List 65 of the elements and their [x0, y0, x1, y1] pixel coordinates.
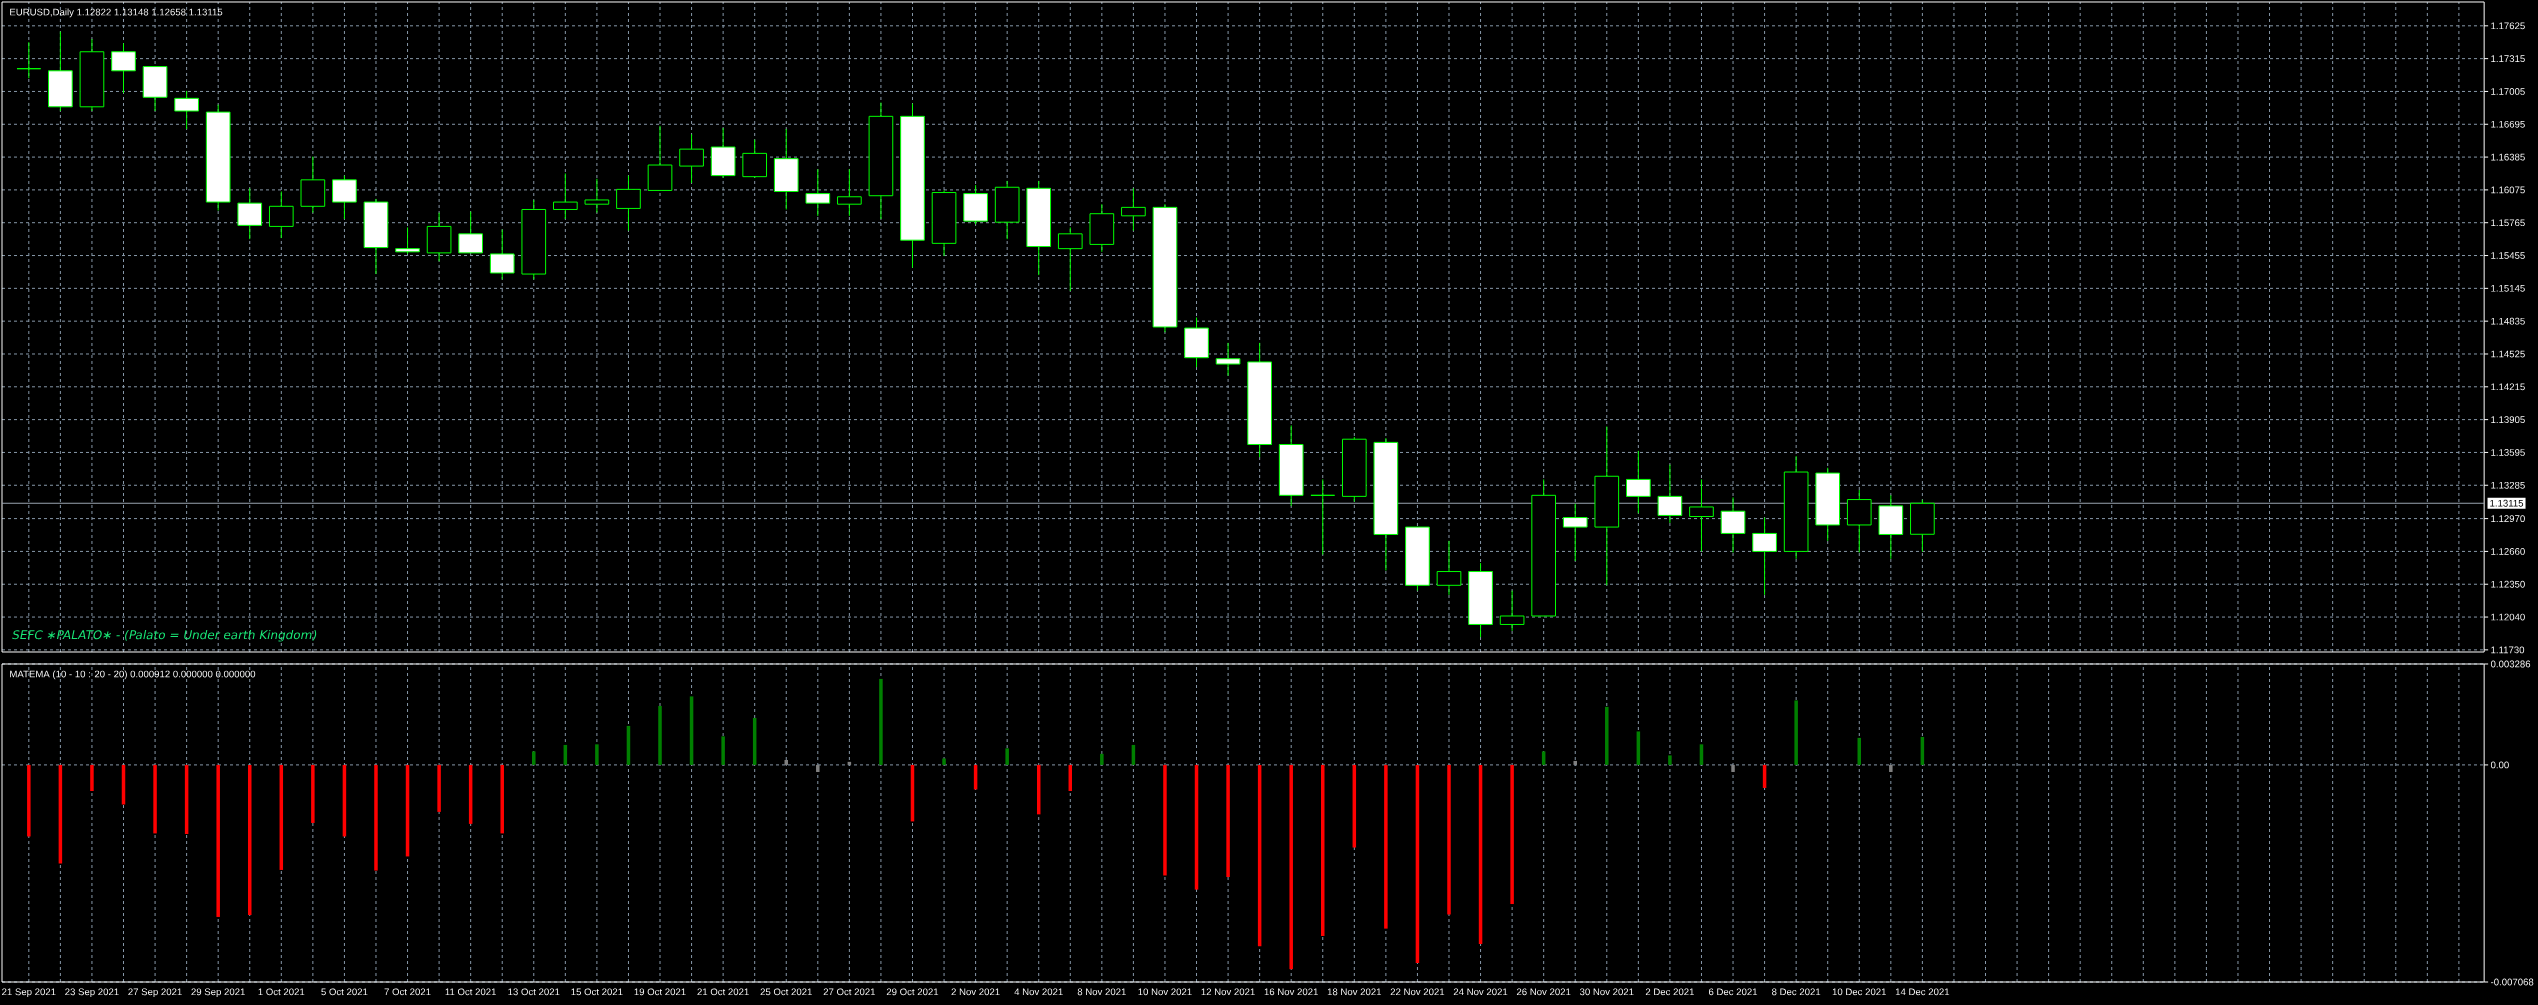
- y-tick-label: 0.00: [2490, 761, 2509, 769]
- x-tick-label: 8 Dec 2021: [1772, 988, 1821, 996]
- x-tick-label: 23 Sep 2021: [65, 988, 119, 998]
- x-tick-label: 6 Dec 2021: [1708, 988, 1758, 996]
- x-tick-label: 19 Oct 2021: [634, 988, 686, 996]
- x-tick-label: 26 Nov 2021: [1516, 988, 1571, 996]
- bar: [311, 764, 315, 823]
- bar: [595, 744, 599, 765]
- bar: [879, 678, 883, 765]
- x-tick-label: 15 Oct 2021: [571, 988, 623, 996]
- x-tick-label: 29 Sep 2021: [191, 988, 245, 998]
- y-tick-label: -0.007068: [2490, 978, 2534, 986]
- x-tick-label: 24 Nov 2021: [1453, 988, 1508, 996]
- x-tick-label: 14 Dec 2021: [1895, 988, 1950, 996]
- bar: [27, 764, 31, 837]
- bar: [532, 751, 536, 765]
- x-tick-label: 5 Oct 2021: [321, 988, 368, 996]
- bar: [153, 764, 157, 834]
- text: MATEMA (10 - 10 : 20 - 20) 0.000912 0.000000 0.000000: [10, 670, 256, 680]
- bar: [658, 705, 662, 765]
- bar: [721, 736, 725, 765]
- bar: [1163, 764, 1167, 876]
- x-tick-label: 12 Nov 2021: [1201, 988, 1255, 996]
- x-tick-label: 10 Nov 2021: [1138, 988, 1192, 996]
- bar: [942, 758, 946, 765]
- bar: [1005, 748, 1009, 765]
- x-tick-label: 18 Nov 2021: [1327, 988, 1382, 996]
- bar: [1605, 706, 1609, 765]
- x-tick-label: 2 Nov 2021: [951, 988, 1000, 996]
- bar: [1226, 764, 1230, 878]
- bar: [1289, 764, 1293, 970]
- x-tick-label: 22 Nov 2021: [1390, 988, 1445, 996]
- bar: [90, 764, 94, 792]
- x-tick-label: 7 Oct 2021: [384, 988, 431, 996]
- bar: [1100, 753, 1104, 765]
- x-tick-label: 27 Oct 2021: [823, 988, 876, 996]
- x-tick-label: 27 Sep 2021: [128, 988, 182, 998]
- bar: [1794, 700, 1798, 765]
- x-tick-label: 13 Oct 2021: [508, 988, 560, 996]
- x-tick-label: 21 Sep 2021: [2, 988, 56, 998]
- bar: [1321, 764, 1325, 936]
- bar: [1731, 764, 1735, 772]
- x-tick-label: 8 Nov 2021: [1077, 988, 1126, 996]
- x-tick-label: 25 Oct 2021: [760, 988, 812, 996]
- bar: [1573, 760, 1577, 765]
- x-tick-label: 29 Oct 2021: [886, 988, 939, 996]
- bar: [1510, 764, 1514, 905]
- bar: [1889, 764, 1893, 772]
- bar: [374, 764, 378, 871]
- x-tick-label: 1 Oct 2021: [258, 988, 305, 996]
- x-tick-label: 11 Oct 2021: [445, 988, 496, 996]
- bar: [1668, 755, 1672, 765]
- bar: [1384, 764, 1388, 929]
- bar: [1447, 764, 1451, 915]
- bar: [500, 764, 504, 834]
- bar: [437, 764, 441, 812]
- x-tick-label: 30 Nov 2021: [1579, 988, 1634, 996]
- x-tick-label: 2 Dec 2021: [1645, 988, 1694, 996]
- bar: [816, 764, 820, 772]
- y-tick-label: 0.003286: [2490, 660, 2531, 668]
- x-tick-label: 16 Nov 2021: [1264, 988, 1318, 996]
- x-tick-label: 21 Oct 2021: [697, 988, 749, 996]
- bar: [216, 764, 220, 917]
- x-tick-label: 10 Dec 2021: [1832, 988, 1886, 996]
- x-tick-label: 4 Nov 2021: [1014, 988, 1063, 996]
